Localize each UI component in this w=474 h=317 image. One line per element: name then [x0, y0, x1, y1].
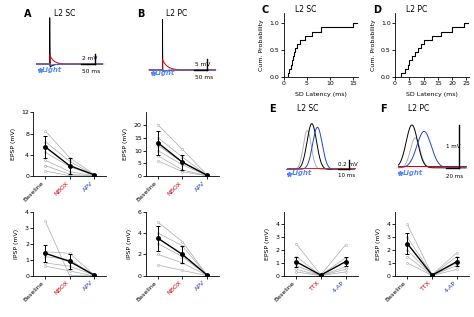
- Text: A: A: [25, 10, 32, 19]
- Text: F: F: [380, 104, 387, 114]
- Text: Light: Light: [402, 170, 423, 176]
- Y-axis label: Cum. Probability: Cum. Probability: [259, 19, 264, 71]
- Y-axis label: IPSP (mV): IPSP (mV): [15, 229, 19, 259]
- Text: L2 SC: L2 SC: [297, 104, 319, 113]
- Y-axis label: EPSP (mV): EPSP (mV): [376, 228, 381, 260]
- Text: C: C: [262, 5, 269, 15]
- Y-axis label: Cum. Probability: Cum. Probability: [371, 19, 375, 71]
- Y-axis label: EPSP (mV): EPSP (mV): [265, 228, 270, 260]
- Text: 10 ms: 10 ms: [338, 173, 356, 178]
- Text: Light: Light: [42, 67, 63, 73]
- Text: D: D: [373, 5, 381, 15]
- Text: B: B: [137, 10, 145, 19]
- Text: L2 SC: L2 SC: [295, 5, 316, 14]
- Y-axis label: IPSP (mV): IPSP (mV): [127, 229, 132, 259]
- Text: 0.2 mV: 0.2 mV: [338, 162, 358, 167]
- Text: 5 mV: 5 mV: [195, 62, 210, 67]
- Text: Light: Light: [292, 170, 312, 176]
- X-axis label: SD Latency (ms): SD Latency (ms): [406, 92, 458, 97]
- Y-axis label: EPSP (mV): EPSP (mV): [10, 128, 16, 160]
- Text: 50 ms: 50 ms: [82, 69, 100, 74]
- Text: L2 PC: L2 PC: [166, 10, 188, 18]
- Text: 2 mV: 2 mV: [82, 56, 97, 61]
- Text: L2 PC: L2 PC: [406, 5, 428, 14]
- Text: L2 SC: L2 SC: [54, 10, 75, 18]
- Text: 1 mV: 1 mV: [447, 144, 461, 149]
- Text: 50 ms: 50 ms: [195, 74, 213, 80]
- Text: Light: Light: [155, 69, 175, 75]
- X-axis label: SD Latency (ms): SD Latency (ms): [295, 92, 347, 97]
- Text: L2 PC: L2 PC: [409, 104, 429, 113]
- Text: E: E: [269, 104, 275, 114]
- Text: 20 ms: 20 ms: [447, 174, 464, 179]
- Y-axis label: EPSP (mV): EPSP (mV): [123, 128, 128, 160]
